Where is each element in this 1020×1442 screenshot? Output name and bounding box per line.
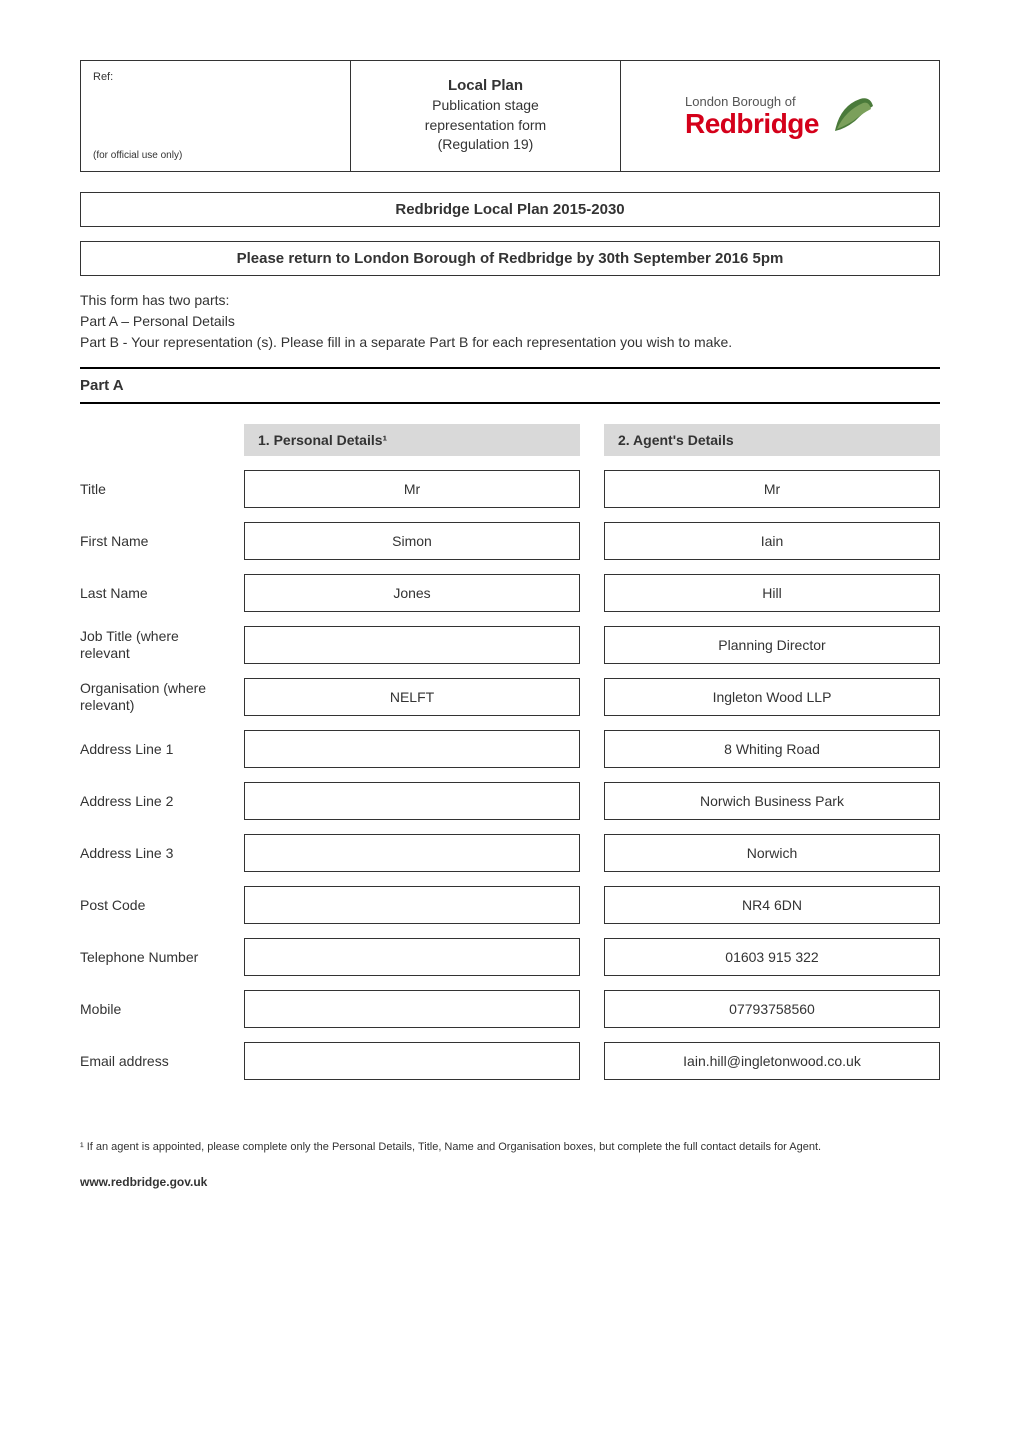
details-column-headers: 1. Personal Details¹ 2. Agent's Details — [80, 424, 940, 456]
agent-field[interactable]: Mr — [604, 470, 940, 508]
agent-field[interactable]: 07793758560 — [604, 990, 940, 1028]
form-rows-container: Title Mr Mr First Name Simon Iain Last Name Jon… — [80, 470, 940, 1080]
form-row: Address Line 3 Norwich — [80, 834, 940, 872]
local-plan-line2: representation form — [425, 116, 546, 136]
agent-field[interactable]: Ingleton Wood LLP — [604, 678, 940, 716]
footnote: ¹ If an agent is appointed, please compl… — [80, 1140, 940, 1155]
intro-line3: Part B - Your representation (s). Please… — [80, 332, 940, 353]
return-notice-box: Please return to London Borough of Redbr… — [80, 241, 940, 276]
personal-details-header: 1. Personal Details¹ — [244, 424, 580, 456]
field-label: Title — [80, 481, 220, 498]
footer-url: www.redbridge.gov.uk — [80, 1175, 940, 1189]
personal-field[interactable]: Mr — [244, 470, 580, 508]
title-box: Local Plan Publication stage representat… — [351, 61, 621, 171]
agent-field[interactable]: 8 Whiting Road — [604, 730, 940, 768]
local-plan-line3: (Regulation 19) — [438, 135, 534, 155]
logo-borough-text: London Borough of — [685, 95, 819, 108]
personal-field[interactable] — [244, 990, 580, 1028]
field-label: Post Code — [80, 897, 220, 914]
form-row: Email address Iain.hill@ingletonwood.co.u… — [80, 1042, 940, 1080]
intro-text: This form has two parts: Part A – Person… — [80, 290, 940, 353]
personal-field[interactable] — [244, 1042, 580, 1080]
form-row: Title Mr Mr — [80, 470, 940, 508]
field-label: Last Name — [80, 585, 220, 602]
field-label: Organisation (where relevant) — [80, 680, 220, 714]
logo-text: London Borough of Redbridge — [685, 95, 819, 138]
personal-field[interactable] — [244, 730, 580, 768]
redbridge-logo: London Borough of Redbridge — [685, 91, 875, 141]
label-spacer — [80, 424, 220, 456]
personal-field[interactable] — [244, 626, 580, 664]
form-row: Last Name Jones Hill — [80, 574, 940, 612]
agent-details-header: 2. Agent's Details — [604, 424, 940, 456]
field-label: Address Line 3 — [80, 845, 220, 862]
intro-line1: This form has two parts: — [80, 290, 940, 311]
form-row: Organisation (where relevant) NELFT Inglet… — [80, 678, 940, 716]
personal-field[interactable]: Simon — [244, 522, 580, 560]
field-label: Job Title (where relevant — [80, 628, 220, 662]
form-row: Telephone Number 01603 915 322 — [80, 938, 940, 976]
form-row: Mobile 07793758560 — [80, 990, 940, 1028]
intro-line2: Part A – Personal Details — [80, 311, 940, 332]
document-header: Ref: (for official use only) Local Plan … — [80, 60, 940, 172]
main-title-box: Redbridge Local Plan 2015-2030 — [80, 192, 940, 227]
ref-box: Ref: (for official use only) — [81, 61, 351, 171]
agent-field[interactable]: Norwich Business Park — [604, 782, 940, 820]
logo-redbridge-text: Redbridge — [685, 110, 819, 138]
field-label: Mobile — [80, 1001, 220, 1018]
field-label: Address Line 2 — [80, 793, 220, 810]
agent-field[interactable]: NR4 6DN — [604, 886, 940, 924]
local-plan-title: Local Plan — [448, 77, 523, 94]
personal-field[interactable]: Jones — [244, 574, 580, 612]
agent-field[interactable]: 01603 915 322 — [604, 938, 940, 976]
official-use-note: (for official use only) — [93, 150, 338, 161]
local-plan-line1: Publication stage — [432, 96, 539, 116]
form-row: Address Line 1 8 Whiting Road — [80, 730, 940, 768]
personal-field[interactable] — [244, 938, 580, 976]
form-row: Job Title (where relevant Planning Direct… — [80, 626, 940, 664]
field-label: Telephone Number — [80, 949, 220, 966]
logo-box: London Borough of Redbridge — [621, 61, 939, 171]
personal-field[interactable]: NELFT — [244, 678, 580, 716]
part-a-header: Part A — [80, 367, 940, 404]
field-label: Address Line 1 — [80, 741, 220, 758]
personal-field[interactable] — [244, 834, 580, 872]
agent-field[interactable]: Planning Director — [604, 626, 940, 664]
form-row: Address Line 2 Norwich Business Park — [80, 782, 940, 820]
leaf-icon — [825, 91, 875, 141]
field-label: Email address — [80, 1053, 220, 1070]
form-row: First Name Simon Iain — [80, 522, 940, 560]
agent-field[interactable]: Iain.hill@ingletonwood.co.uk — [604, 1042, 940, 1080]
agent-field[interactable]: Norwich — [604, 834, 940, 872]
personal-field[interactable] — [244, 782, 580, 820]
ref-label: Ref: — [93, 71, 338, 83]
agent-field[interactable]: Hill — [604, 574, 940, 612]
agent-field[interactable]: Iain — [604, 522, 940, 560]
form-row: Post Code NR4 6DN — [80, 886, 940, 924]
field-label: First Name — [80, 533, 220, 550]
personal-field[interactable] — [244, 886, 580, 924]
